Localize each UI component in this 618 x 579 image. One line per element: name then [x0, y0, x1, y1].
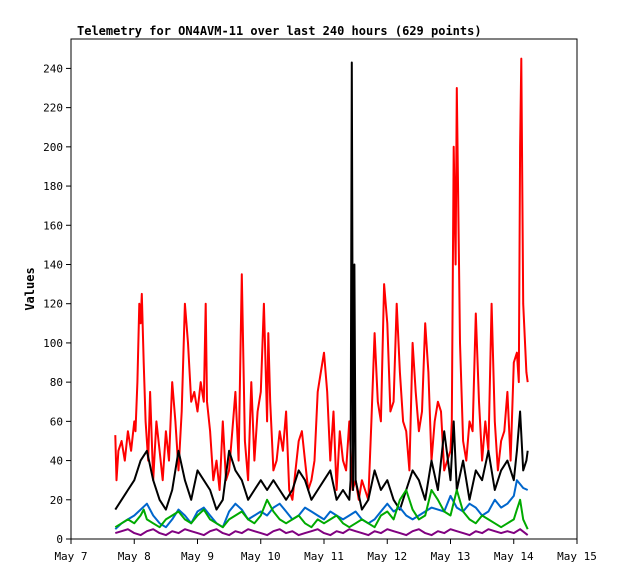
y-tick-label: 0: [56, 533, 63, 546]
y-tick-label: 60: [50, 415, 63, 428]
chart-title: Telemetry for ON4AVM-11 over last 240 ho…: [77, 24, 482, 38]
y-tick-label: 20: [50, 494, 63, 507]
y-tick-label: 160: [43, 219, 63, 232]
x-tick-label: May 9: [181, 550, 214, 563]
y-tick-label: 80: [50, 376, 63, 389]
series-line-5: [115, 528, 529, 537]
plot-frame: [70, 38, 578, 540]
x-tick-label: May 12: [367, 550, 407, 563]
y-tick-label: 220: [43, 102, 63, 115]
x-tick-label: May 8: [118, 550, 151, 563]
series-line-2: [114, 61, 529, 511]
series-layer: [114, 57, 529, 537]
x-tick-label: May 13: [431, 550, 471, 563]
y-tick-label: 180: [43, 180, 63, 193]
axis-ticks: 0 20 40 60 80 100 120 140 160 180 200 220 240 May 7 Ma…: [43, 62, 597, 563]
x-tick-label: May 7: [54, 550, 87, 563]
x-tick-label: May 15: [557, 550, 597, 563]
x-tick-label: May 11: [304, 550, 344, 563]
y-tick-label: 240: [43, 62, 63, 75]
y-tick-label: 200: [43, 141, 63, 154]
series-line-3: [114, 479, 529, 530]
y-tick-label: 100: [43, 337, 63, 350]
x-tick-label: May 14: [494, 550, 534, 563]
y-axis-label: Values: [23, 267, 37, 310]
y-tick-label: 140: [43, 258, 63, 271]
series-line-1: [114, 57, 529, 501]
series-line-4: [114, 489, 529, 530]
y-tick-label: 120: [43, 298, 63, 311]
y-tick-label: 40: [50, 455, 63, 468]
x-tick-label: May 10: [241, 550, 281, 563]
